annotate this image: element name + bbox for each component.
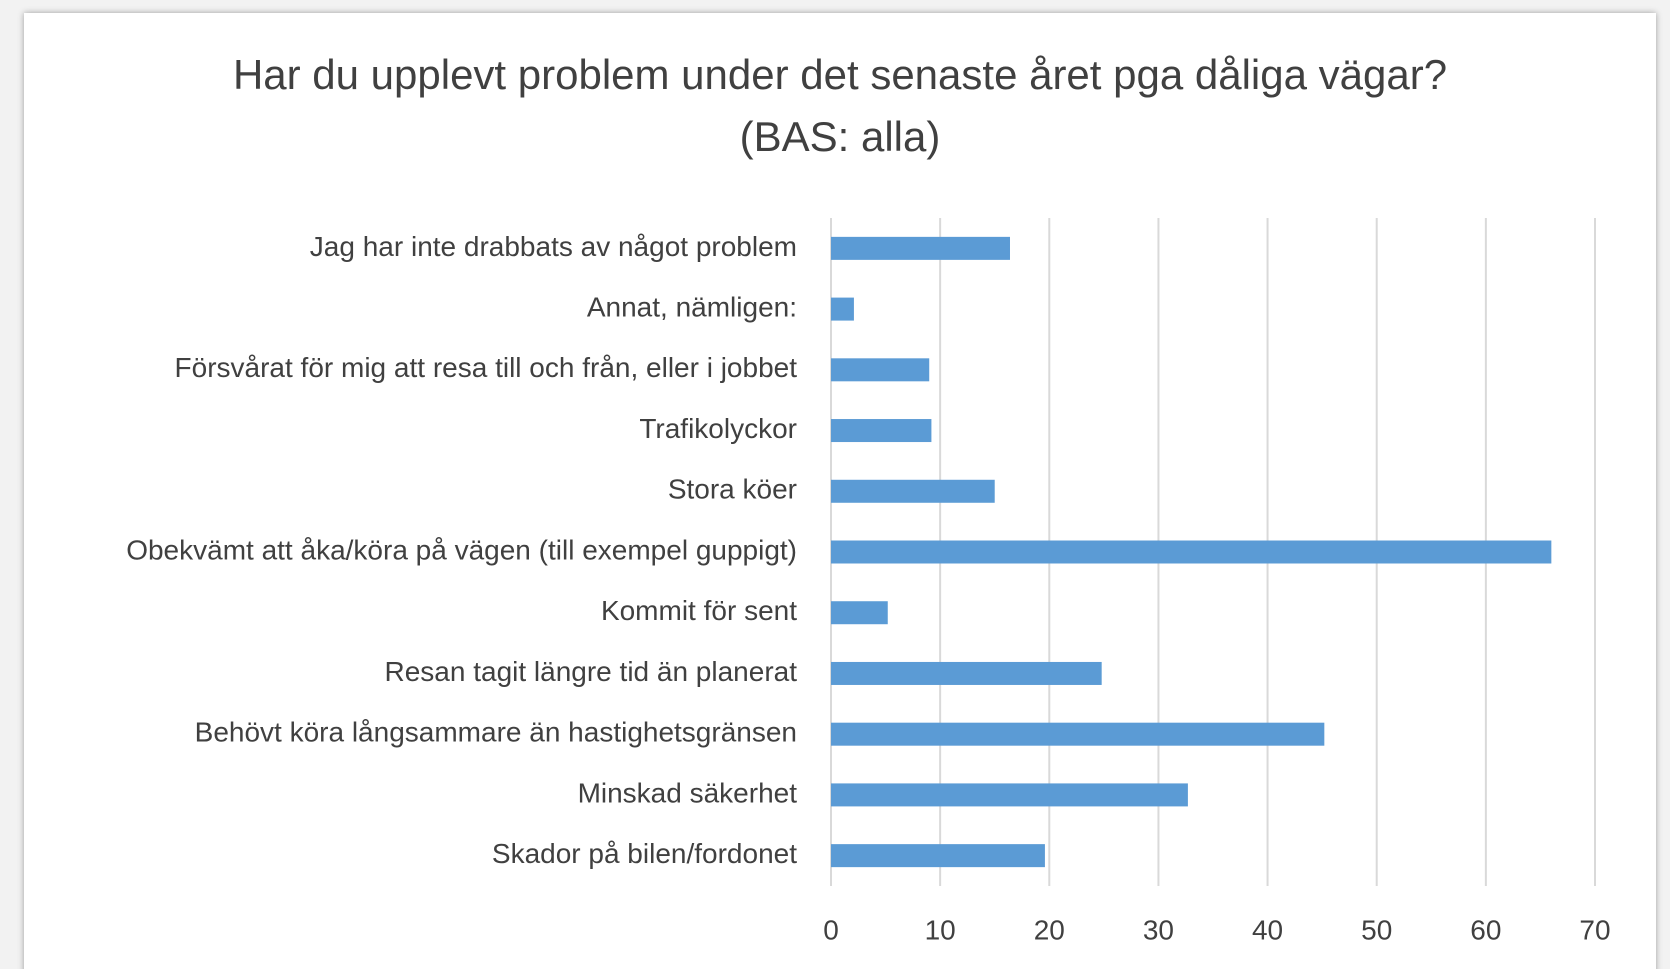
bar — [831, 783, 1188, 807]
x-tick-label: 50 — [1361, 914, 1392, 945]
y-tick-label: Minskad säkerhet — [578, 777, 798, 808]
y-tick-label: Skador på bilen/fordonet — [492, 838, 797, 869]
y-tick-label: Resan tagit längre tid än planerat — [385, 656, 798, 687]
y-tick-label: Jag har inte drabbats av något problem — [310, 231, 797, 262]
x-tick-label: 10 — [925, 914, 956, 945]
bar — [831, 540, 1552, 564]
bar — [831, 844, 1045, 868]
bar — [831, 236, 1010, 260]
bar — [831, 297, 854, 321]
y-tick-label: Försvårat för mig att resa till och från… — [175, 352, 798, 383]
x-tick-label: 40 — [1252, 914, 1283, 945]
x-tick-label: 70 — [1579, 914, 1610, 945]
bar — [831, 358, 930, 382]
y-tick-label: Kommit för sent — [601, 595, 797, 626]
bar — [831, 419, 932, 443]
x-tick-label: 60 — [1470, 914, 1501, 945]
y-tick-label: Behövt köra långsammare än hastighetsgrä… — [195, 717, 797, 748]
y-tick-label: Trafikolyckor — [639, 413, 797, 444]
y-tick-label: Annat, nämligen: — [587, 291, 797, 322]
x-tick-label: 20 — [1034, 914, 1065, 945]
x-tick-label: 30 — [1143, 914, 1174, 945]
y-tick-label: Obekvämt att åka/köra på vägen (till exe… — [126, 534, 797, 565]
bar — [831, 601, 888, 625]
chart-title: Har du upplevt problem under det senaste… — [232, 51, 1448, 160]
y-tick-label: Stora köer — [668, 474, 797, 505]
bar — [831, 479, 995, 503]
bar — [831, 661, 1102, 685]
x-tick-label: 0 — [823, 914, 839, 945]
bar — [831, 722, 1325, 746]
